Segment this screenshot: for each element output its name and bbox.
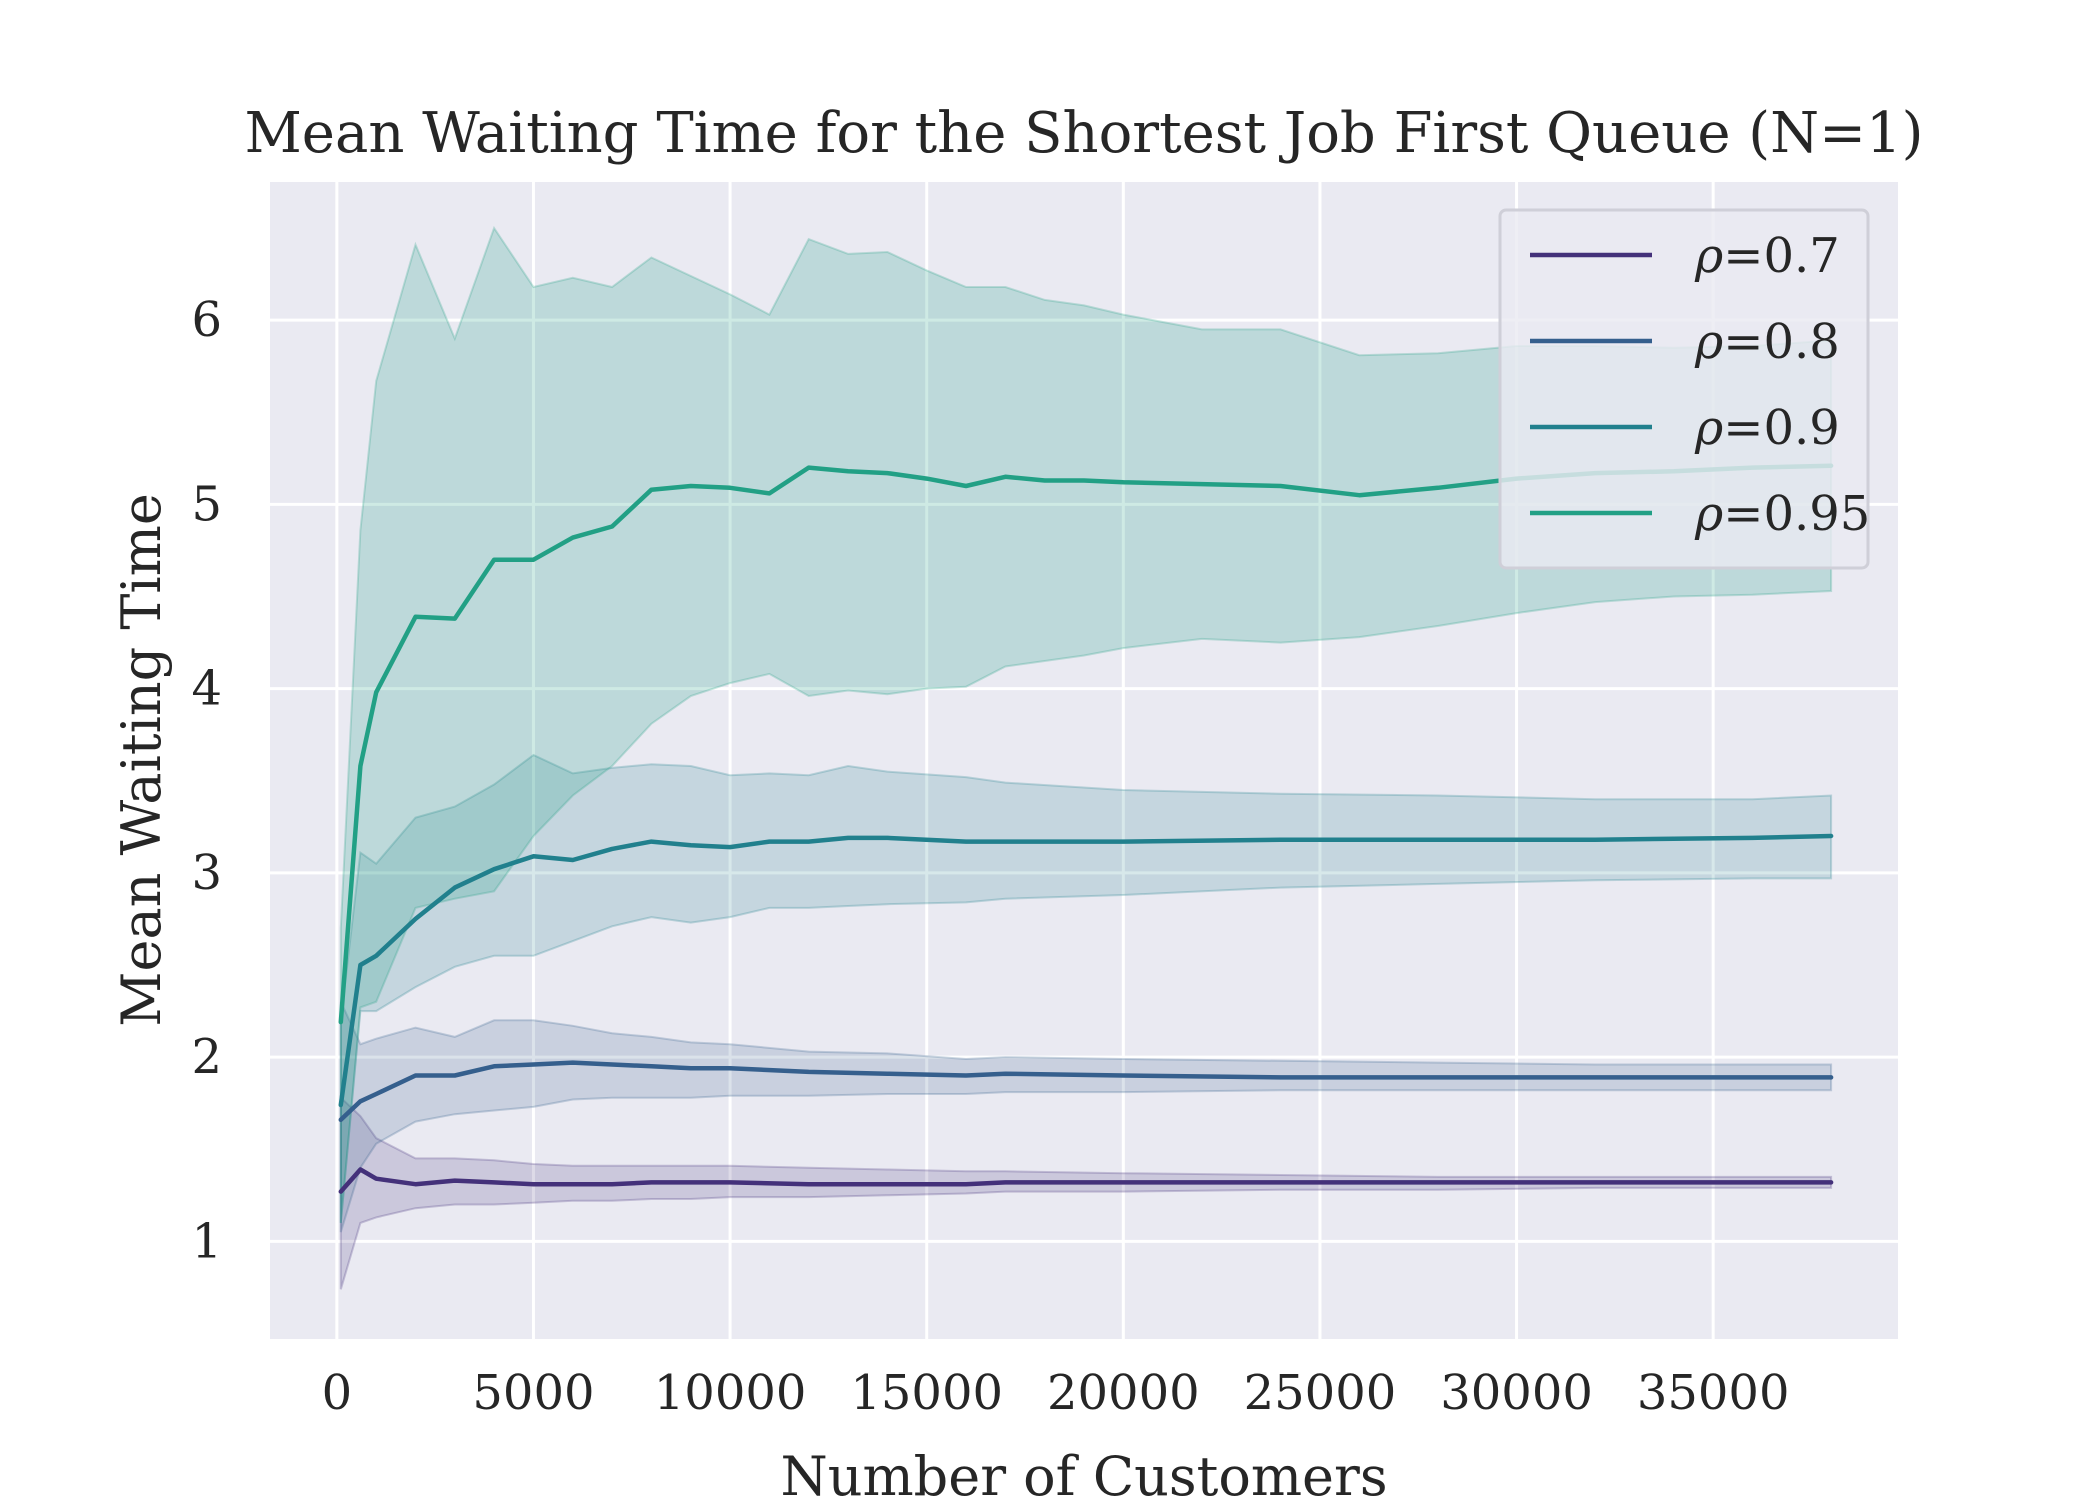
- y-tick-label: 6: [191, 292, 222, 348]
- legend-label: ρ=0.9: [1694, 400, 1840, 456]
- confidence-band-2: [339, 1001, 1833, 1233]
- x-tick-label: 10000: [654, 1365, 807, 1421]
- chart-title: Mean Waiting Time for the Shortest Job F…: [244, 101, 1923, 166]
- x-tick-label: 15000: [850, 1365, 1003, 1421]
- x-tick-label: 25000: [1244, 1365, 1397, 1421]
- x-axis-label: Number of Customers: [780, 1445, 1387, 1500]
- x-tick-labels: 0 5000 10000 15000 20000 25000 30000 35000: [322, 1365, 1790, 1421]
- series-line-3: [338, 833, 1834, 1108]
- legend: ρ=0.7 ρ=0.8 ρ=0.9 ρ=0.95: [1498, 208, 1870, 570]
- x-tick-label: 20000: [1047, 1365, 1200, 1421]
- legend-label: ρ=0.7: [1694, 228, 1840, 284]
- y-tick-label: 4: [191, 661, 222, 717]
- x-tick-label: 35000: [1637, 1365, 1790, 1421]
- legend-box: [1498, 208, 1870, 570]
- legend-label: ρ=0.95: [1694, 486, 1870, 542]
- y-tick-labels: 1 2 3 4 5 6: [191, 292, 222, 1269]
- y-tick-label: 1: [191, 1213, 222, 1269]
- series-lines: [338, 463, 1834, 1194]
- confidence-bands: [339, 225, 1833, 1290]
- x-tick-label: 0: [322, 1365, 353, 1421]
- confidence-band-1: [339, 1095, 1833, 1290]
- series-line-4: [338, 463, 1834, 1025]
- x-tick-label: 5000: [472, 1365, 594, 1421]
- legend-label: ρ=0.8: [1694, 314, 1840, 370]
- y-tick-label: 5: [191, 476, 222, 532]
- y-axis-label: Mean Waiting Time: [110, 493, 173, 1027]
- confidence-band-4: [339, 225, 1833, 1223]
- series-line-2: [338, 1060, 1834, 1123]
- y-tick-label: 2: [191, 1029, 222, 1085]
- series-line-1: [338, 1167, 1834, 1194]
- confidence-band-3: [339, 753, 1833, 1223]
- y-tick-label: 3: [191, 845, 222, 901]
- x-tick-label: 30000: [1440, 1365, 1593, 1421]
